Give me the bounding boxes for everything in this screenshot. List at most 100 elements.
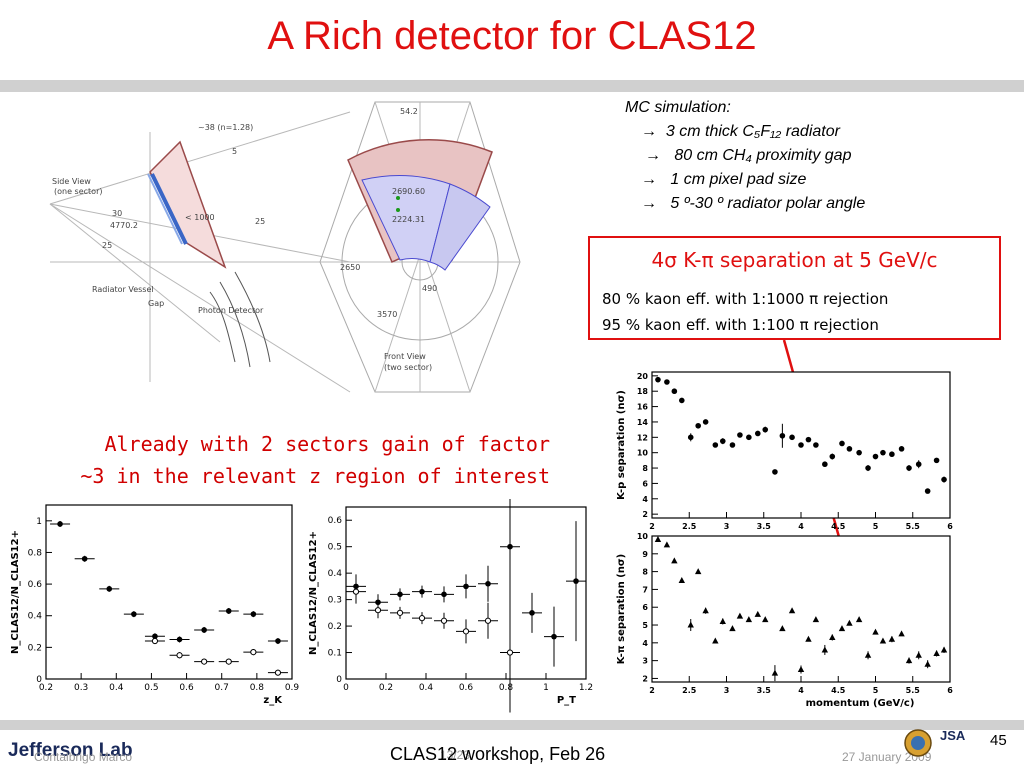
arrow-icon: →: [641, 171, 657, 188]
y-tick-label: 0.6: [28, 580, 43, 590]
label-3570: 3570: [377, 310, 397, 319]
slide-title: A Rich detector for CLAS12: [267, 14, 757, 58]
label-4770: 4770.2: [110, 221, 138, 230]
data-point: [872, 628, 879, 635]
label-n: ~38 (n=1.28): [198, 123, 253, 132]
data-point: [924, 660, 931, 667]
data-point: [152, 633, 158, 640]
x-tick-label: 0.5: [144, 683, 158, 693]
y-tick-label: 0: [336, 675, 342, 685]
data-point: [821, 646, 829, 653]
y-axis-label: N_CLAS12/N_CLAS12+: [308, 531, 319, 655]
arrow-icon: →: [641, 195, 657, 212]
y-tick-label: 10: [637, 449, 649, 458]
x-axis-label: z_K: [263, 695, 283, 706]
x-tick-label: 0.2: [39, 683, 53, 693]
data-point: [933, 457, 940, 464]
data-point: [225, 608, 232, 614]
gain-note-line-1: Already with 2 sectors gain of factor: [104, 432, 550, 456]
data-point: [798, 442, 804, 448]
mc-item: → 5 º-30 º radiator polar angle: [641, 195, 866, 212]
separation-line-2: 95 % kaon eff. with 1:100 π rejection: [602, 316, 879, 334]
y-tick-label: 0.1: [328, 649, 342, 659]
data-point: [201, 627, 207, 633]
label-2650: 2650: [340, 263, 360, 272]
data-point: [829, 633, 836, 640]
gain-note-line-2: ~3 in the relevant z region of interest: [80, 464, 550, 488]
x-tick-label: 6: [947, 686, 953, 695]
x-tick-label: 2: [649, 522, 655, 531]
label-photon-detector: Photon Detector: [198, 306, 264, 315]
x-tick-label: 3.5: [757, 522, 772, 531]
y-tick-label: 1: [36, 517, 42, 527]
ratio-vs-pt-chart: 0 0.1 0.2 0.3 0.4 0.5 0.6 0 0.2 0.4 0.6 0.8 1 1.2 N_CL…: [308, 499, 593, 713]
data-point: [889, 451, 895, 458]
y-tick-label: 0.2: [328, 622, 342, 632]
data-point-open: [440, 617, 448, 624]
data-point: [507, 543, 513, 550]
x-tick-label: 4.5: [831, 522, 846, 531]
data-point: [529, 610, 535, 616]
y-tick-label: 0.8: [28, 548, 43, 558]
x-tick-label: 2.5: [682, 686, 697, 695]
data-point: [915, 651, 922, 658]
label-490: 490: [422, 284, 437, 293]
data-point-open: [250, 649, 257, 656]
data-point-open: [176, 652, 183, 659]
data-point-open: [418, 615, 426, 622]
data-point: [813, 442, 819, 448]
data-point: [865, 465, 871, 471]
data-point: [729, 442, 736, 448]
data-point: [694, 568, 702, 575]
data-point-open: [274, 669, 282, 676]
data-point: [57, 521, 63, 527]
mc-simulation-list: MC simulation: → 3 cm thick C₅F₁₂ radiat…: [625, 96, 865, 216]
data-point: [275, 638, 281, 644]
y-tick-label: 10: [637, 532, 649, 541]
label-54: 54.2: [400, 107, 418, 116]
label-front-view: Front View: [384, 352, 426, 361]
x-tick-label: 0.7: [215, 683, 229, 693]
y-tick-label: 18: [637, 387, 649, 396]
data-point: [131, 611, 137, 617]
y-tick-label: 2: [642, 510, 648, 519]
mc-item: → 80 cm CH₄ proximity gap: [645, 147, 852, 164]
label-radiator-vessel: Radiator Vessel: [92, 285, 154, 294]
y-tick-label: 14: [637, 418, 649, 427]
x-tick-label: 2.5: [682, 522, 697, 531]
y-tick-label: 0.3: [328, 596, 342, 606]
data-point-open: [352, 588, 360, 595]
ratio-vs-zk-chart: 00.20.40.60.810.2 0.3 0.4 0.5 0.6 0.7 0.8 0.9N_…: [10, 504, 300, 706]
data-point-open: [151, 637, 159, 645]
y-tick-label: 7: [642, 585, 648, 594]
x-tick-label: 5.5: [906, 522, 921, 531]
data-point: [702, 607, 709, 614]
data-point: [779, 432, 786, 439]
data-point: [762, 616, 769, 623]
data-point: [678, 577, 685, 584]
jsa-logo: JSA: [940, 728, 966, 743]
x-tick-label: 6: [947, 522, 953, 531]
y-tick-label: 0: [36, 675, 42, 685]
data-point: [719, 617, 726, 624]
arrow-icon: →: [641, 123, 657, 140]
label-25b: 25: [102, 241, 112, 250]
x-tick-label: 5: [873, 522, 879, 531]
y-tick-label: 0.5: [328, 543, 342, 553]
y-tick-label: 0.2: [28, 643, 42, 653]
data-point: [81, 555, 88, 562]
label-one-sector: (one sector): [54, 187, 102, 196]
x-axis-label: momentum (GeV/c): [806, 698, 915, 709]
data-point: [663, 541, 671, 548]
data-point: [754, 430, 761, 437]
y-tick-label: 20: [637, 372, 649, 381]
separation-headline: 4σ K-π separation at 5 GeV/c: [651, 248, 938, 272]
data-point: [880, 449, 886, 456]
data-point: [419, 588, 425, 595]
data-point: [654, 536, 662, 543]
jefferson-lab-logo: Jefferson Lab: [8, 740, 133, 761]
x-tick-label: 5.5: [906, 686, 921, 695]
x-tick-label: 0.9: [285, 683, 300, 693]
y-tick-label: 8: [642, 464, 648, 473]
footer-rule: [0, 720, 1024, 730]
